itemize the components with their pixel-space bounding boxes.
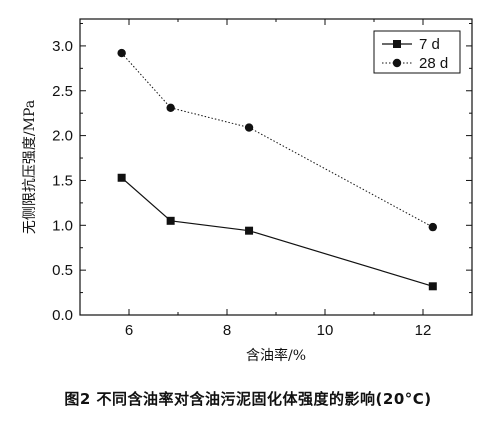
data-point bbox=[117, 173, 126, 182]
legend-marker bbox=[392, 58, 402, 68]
x-tick-label: 10 bbox=[317, 322, 334, 339]
data-point bbox=[244, 123, 254, 132]
y-tick-label: 1.5 bbox=[52, 172, 73, 189]
legend-label: 28 d bbox=[419, 55, 448, 72]
data-point bbox=[428, 282, 437, 291]
y-axis-title: 无侧限抗压强度/MPa bbox=[22, 100, 38, 234]
series-2 bbox=[117, 48, 437, 232]
figure-caption: 图2 不同含油率对含油污泥固化体强度的影响(20°C) bbox=[64, 390, 432, 408]
series-line bbox=[121, 52, 434, 228]
x-axis-title: 含油率/% bbox=[246, 347, 306, 364]
data-point bbox=[245, 226, 254, 235]
y-tick-label: 3.0 bbox=[52, 38, 73, 55]
y-tick-label: 0.5 bbox=[52, 262, 73, 279]
series-1 bbox=[117, 173, 437, 291]
legend: 7 d 28 d bbox=[373, 30, 461, 74]
y-tick-label: 2.0 bbox=[52, 128, 73, 145]
data-point bbox=[117, 48, 126, 58]
x-tick-label: 8 bbox=[223, 322, 231, 339]
legend-label: 7 d bbox=[419, 36, 440, 53]
legend-box bbox=[373, 30, 461, 74]
x-tick-label: 12 bbox=[415, 322, 432, 339]
data-point bbox=[166, 216, 175, 225]
series-line bbox=[121, 177, 433, 287]
series-layer bbox=[117, 48, 437, 291]
axis-ticks: 6 8 10 12 0.0 0.5 1.0 1.5 2.0 2.5 3.0 bbox=[52, 19, 472, 339]
x-tick-label: 6 bbox=[125, 322, 133, 339]
data-point bbox=[428, 222, 437, 232]
data-point bbox=[166, 103, 175, 113]
legend-marker bbox=[393, 40, 401, 48]
y-tick-label: 1.0 bbox=[52, 217, 73, 234]
y-tick-label: 2.5 bbox=[52, 83, 73, 100]
y-tick-label: 0.0 bbox=[52, 307, 73, 324]
